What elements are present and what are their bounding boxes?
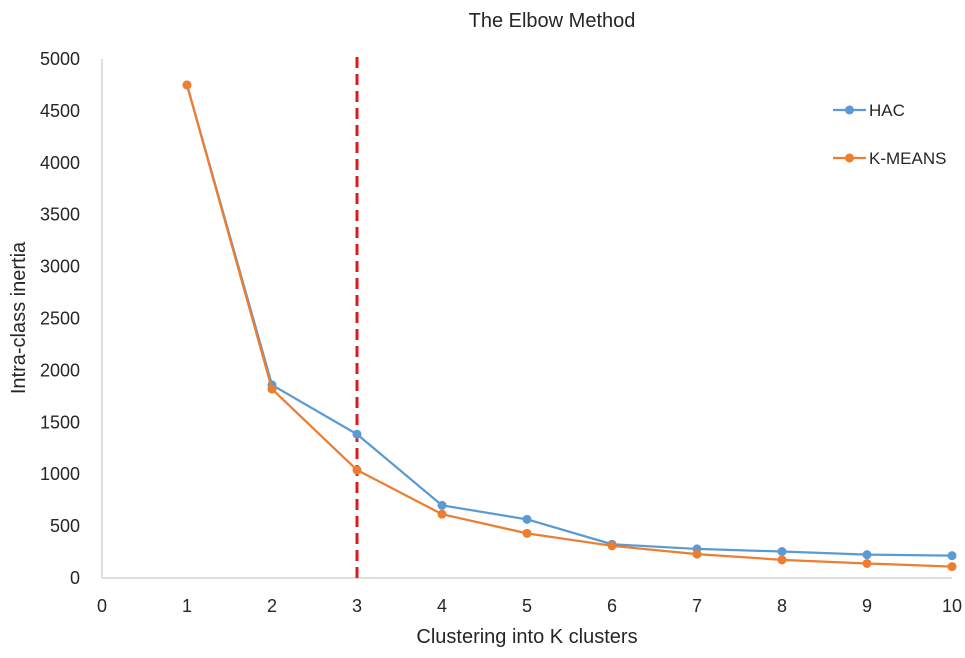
k-means-legend-marker	[845, 153, 854, 163]
y-tick-label: 500	[50, 516, 80, 536]
hac-legend-label: HAC	[869, 101, 905, 120]
k-means-point	[352, 465, 362, 475]
k-means-point	[607, 541, 617, 551]
y-tick-label: 0	[70, 568, 80, 588]
y-tick-label: 3500	[40, 205, 80, 225]
y-tick-label: 1500	[40, 412, 80, 432]
x-tick-label: 1	[182, 596, 192, 616]
y-tick-label: 2500	[40, 309, 80, 329]
x-tick-label: 5	[522, 596, 532, 616]
y-tick-label: 1000	[40, 464, 80, 484]
k-means-series-line	[185, 84, 953, 568]
x-tick-label: 2	[267, 596, 277, 616]
hac-legend-marker	[845, 105, 854, 115]
hac-point	[352, 429, 362, 439]
k-means-point	[522, 528, 532, 538]
x-tick-label: 3	[352, 596, 362, 616]
hac-point	[777, 547, 787, 557]
hac-point	[437, 500, 447, 510]
x-tick-labels: 0 1 2 3 4 5 6 7 8 9 10	[97, 596, 962, 616]
hac-series-line	[185, 84, 953, 557]
k-means-point	[862, 558, 872, 568]
x-tick-label: 8	[777, 596, 787, 616]
k-means-point	[267, 384, 277, 394]
hac-point	[522, 514, 532, 524]
series-group	[182, 80, 957, 572]
y-tick-label: 4500	[40, 101, 80, 121]
y-tick-label: 4000	[40, 153, 80, 173]
hac-point	[862, 550, 872, 560]
y-tick-label: 3000	[40, 257, 80, 277]
k-means-point	[947, 562, 957, 572]
chart-title: The Elbow Method	[469, 10, 636, 32]
y-tick-labels: 0 500 1000 1500 2000 2500 3000 3500 4000 4500 5000	[40, 49, 80, 588]
k-means-legend-label: K-MEANS	[869, 149, 946, 168]
x-tick-label: 10	[942, 596, 962, 616]
x-tick-label: 9	[862, 596, 872, 616]
x-tick-label: 4	[437, 596, 447, 616]
hac-point	[947, 551, 957, 561]
x-tick-label: 0	[97, 596, 107, 616]
legend: HAC K-MEANS	[833, 101, 946, 168]
y-tick-label: 5000	[40, 49, 80, 69]
k-means-point	[692, 549, 702, 559]
x-axis-title: Clustering into K clusters	[416, 626, 637, 648]
x-tick-label: 6	[607, 596, 617, 616]
k-means-point	[182, 80, 192, 90]
k-means-point	[437, 509, 447, 519]
y-axis-title: Intra-class inertia	[8, 241, 30, 394]
k-means-point	[777, 555, 787, 565]
y-tick-label: 2000	[40, 360, 80, 380]
x-tick-label: 7	[692, 596, 702, 616]
